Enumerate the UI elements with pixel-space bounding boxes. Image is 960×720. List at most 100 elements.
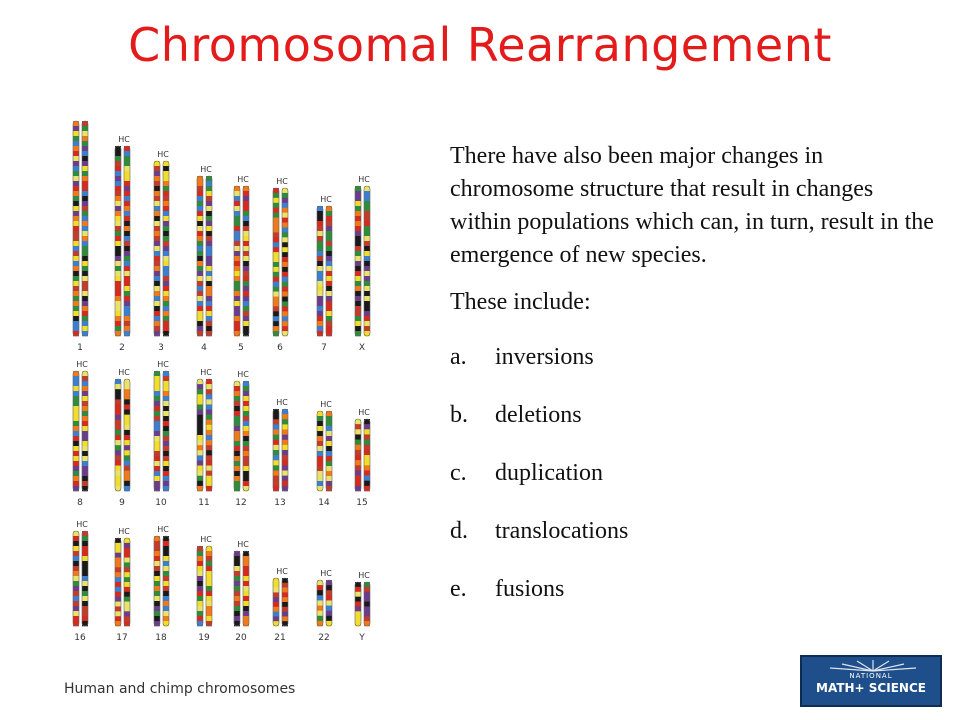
chromosome-band — [124, 146, 130, 152]
chromosome-band — [206, 296, 212, 302]
chromosome-band — [124, 606, 130, 612]
chromosome-band — [115, 557, 121, 563]
chromosome-band — [326, 311, 332, 317]
chromosome-band — [326, 590, 332, 596]
chromosome-band — [317, 486, 323, 492]
chromosome-band — [317, 221, 323, 227]
chromosome-band — [355, 311, 361, 317]
chromosome-band — [73, 616, 79, 622]
chromosome-band — [206, 591, 212, 597]
chromosome-band — [282, 414, 288, 420]
chromosome-band — [355, 216, 361, 222]
chromosome-band — [115, 601, 121, 607]
chromosome-band — [317, 271, 323, 277]
chromosome — [162, 160, 170, 337]
chromosome-band — [154, 441, 160, 447]
chromosome-band — [234, 201, 240, 207]
chromosome-band — [73, 451, 79, 457]
chromosome-band — [163, 321, 169, 327]
chromosome-band — [273, 582, 279, 588]
pair-label: HC — [276, 567, 288, 576]
chromosome-band — [317, 216, 323, 222]
list-item: d. translocations — [450, 515, 940, 573]
chromosome-band — [317, 456, 323, 462]
chromosome — [242, 550, 250, 627]
chromosome-band — [124, 621, 130, 627]
chromosome-band — [197, 606, 203, 612]
chromosome-band — [124, 419, 130, 426]
chromosome-band — [282, 227, 288, 233]
chromosome-band — [73, 321, 79, 327]
chromosome-band — [163, 266, 169, 272]
chromosome-band — [73, 121, 79, 127]
chromosome-band — [282, 597, 288, 603]
chromosome-band — [364, 191, 370, 197]
chromosome-band — [206, 435, 212, 441]
chromosome-band — [163, 186, 169, 192]
chromosome-band — [154, 546, 160, 552]
chromosome-band — [317, 451, 323, 457]
chromosome-band — [282, 429, 288, 435]
chromosome-band — [197, 226, 203, 232]
chromosome-band — [124, 616, 130, 622]
chromosome-band — [273, 262, 279, 268]
chromosome — [363, 581, 371, 627]
chromosome-band — [197, 181, 203, 187]
chromosome-band — [364, 470, 370, 476]
chromosome-band — [115, 326, 121, 332]
chromosome-band — [163, 191, 169, 197]
chromosome-band — [234, 391, 240, 397]
chromosome-band — [364, 444, 370, 451]
chromosome-band — [273, 301, 279, 307]
chromosome-band — [82, 621, 88, 627]
chromosome-band — [154, 571, 160, 577]
chromosome-band — [206, 586, 212, 592]
chromosome-band — [73, 381, 79, 387]
chromosome-band — [317, 276, 323, 282]
chromosome-band — [364, 316, 370, 322]
pair-label: HC — [320, 195, 332, 204]
chromosome-band — [115, 475, 121, 482]
chromosome-band — [197, 429, 203, 436]
chromosome-band — [197, 221, 203, 227]
chromosome-band — [154, 211, 160, 217]
chromosome-band — [197, 316, 203, 322]
pair-label: HC — [320, 400, 332, 409]
chromosome-band — [115, 186, 121, 192]
chromosome-band — [124, 582, 130, 588]
pair-label: HC — [118, 527, 130, 536]
chromosome-band — [82, 251, 88, 257]
chromosome-band — [154, 371, 160, 377]
chromosome-band — [73, 576, 79, 582]
chromosome-band — [273, 578, 279, 584]
chromosome-band — [73, 291, 79, 297]
chromosome-band — [82, 601, 88, 607]
chromosome-band — [73, 276, 79, 282]
chromosome-band — [355, 485, 361, 492]
chromosome-band — [163, 541, 169, 547]
chromosome-band — [273, 321, 279, 327]
chromosome-band — [154, 621, 160, 627]
chromosome-band — [154, 376, 160, 382]
chromosome — [272, 577, 280, 627]
chromosome-number-label: 17 — [116, 633, 127, 643]
chromosome-band — [163, 241, 169, 247]
chromosome-band — [163, 291, 169, 297]
chromosome-band — [243, 231, 249, 237]
chromosome-number-label: 15 — [356, 498, 367, 508]
chromosome-band — [197, 301, 203, 307]
chromosome-band — [82, 581, 88, 587]
chromosome-band — [197, 241, 203, 247]
chromosome-band — [364, 596, 370, 602]
chromosome-band — [124, 455, 130, 461]
chromosome-band — [82, 121, 88, 127]
chromosome — [281, 408, 289, 492]
chromosome-band — [82, 386, 88, 392]
chromosome-band — [163, 401, 169, 407]
slide-body: There have also been major changes in ch… — [450, 140, 940, 631]
chromosome-band — [234, 296, 240, 302]
chromosome-band — [282, 326, 288, 332]
chromosome-band — [206, 621, 212, 627]
chromosome-band — [206, 414, 212, 421]
chromosome-band — [326, 216, 332, 222]
